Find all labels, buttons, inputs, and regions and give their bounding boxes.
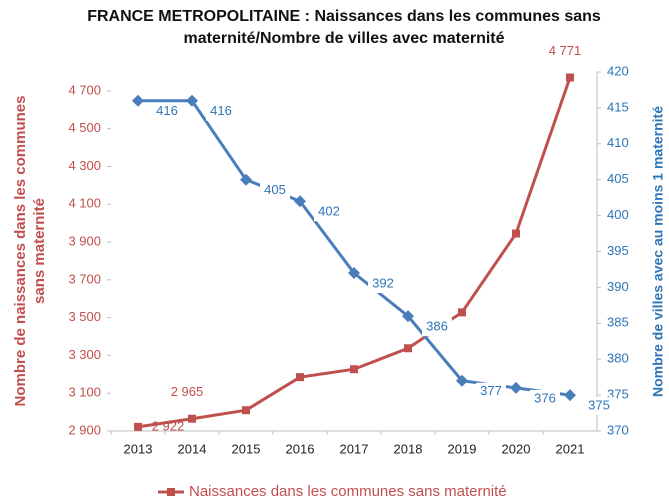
label-bg — [530, 389, 560, 408]
point — [350, 365, 358, 374]
y-tick-label: 4 500 — [68, 120, 101, 135]
point — [242, 406, 250, 415]
data-label: 377 — [480, 383, 502, 398]
point — [132, 94, 144, 107]
data-label: 375 — [588, 398, 610, 413]
point — [188, 414, 196, 423]
y2-tick-label: 380 — [607, 351, 629, 366]
point — [510, 381, 522, 394]
point — [566, 73, 574, 82]
point — [348, 267, 360, 280]
x-tick-label: 2017 — [340, 441, 369, 456]
label-bg — [152, 102, 182, 121]
label-bg — [206, 102, 236, 121]
y2-tick-label: 390 — [607, 279, 629, 294]
y2-tick-label: 370 — [607, 422, 629, 437]
point — [456, 374, 468, 387]
chart-title: FRANCE METROPOLITAINE : Naissances dans … — [87, 8, 601, 47]
y-tick-label: 3 300 — [68, 347, 101, 362]
x-tick-label: 2015 — [232, 441, 261, 456]
x-tick-label: 2021 — [556, 441, 585, 456]
y-tick-label: 3 100 — [68, 385, 101, 400]
y2-tick-label: 405 — [607, 171, 629, 186]
x-tick-label: 2019 — [448, 441, 477, 456]
label-bg — [422, 318, 452, 337]
data-label: 392 — [372, 275, 394, 290]
y-tick-label: 4 700 — [68, 82, 101, 97]
y2-tick-label: 400 — [607, 207, 629, 222]
x-tick-label: 2020 — [502, 441, 531, 456]
y2-tick-label: 395 — [607, 243, 629, 258]
data-label: 376 — [534, 390, 556, 405]
label-bg — [584, 397, 614, 416]
x-tick-label: 2014 — [178, 441, 207, 456]
label-bg — [368, 275, 398, 294]
data-label: 416 — [210, 103, 232, 118]
y-tick-label: 4 300 — [68, 158, 101, 173]
data-label: 405 — [264, 182, 286, 197]
data-label: 2 965 — [171, 384, 204, 399]
x-tick-label: 2018 — [394, 441, 423, 456]
label-bg — [260, 181, 290, 200]
point — [240, 173, 252, 186]
point — [402, 310, 414, 323]
point — [458, 308, 466, 317]
point — [564, 389, 576, 402]
point — [294, 195, 306, 208]
y2-tick-label: 385 — [607, 315, 629, 330]
point — [296, 373, 304, 382]
data-label: 386 — [426, 319, 448, 334]
data-label: 402 — [318, 204, 340, 219]
y2-tick-label: 420 — [607, 63, 629, 78]
legend-label: Naissances dans les communes sans matern… — [189, 483, 507, 500]
x-tick-label: 2013 — [124, 441, 153, 456]
data-label: 416 — [156, 103, 178, 118]
x-tick-label: 2016 — [286, 441, 315, 456]
label-bg — [476, 382, 506, 401]
point — [404, 344, 412, 353]
label-bg — [314, 203, 344, 222]
series-line — [137, 76, 572, 429]
data-label: 2 922 — [152, 418, 185, 433]
y2-tick-label: 415 — [607, 99, 629, 114]
point — [186, 94, 198, 107]
y-tick-label: 3 700 — [68, 271, 101, 286]
y-tick-label: 3 900 — [68, 233, 101, 248]
y2-tick-label: 410 — [607, 135, 629, 150]
y-tick-label: 2 900 — [68, 422, 101, 437]
point — [134, 422, 142, 431]
point — [512, 229, 520, 238]
y-tick-label: 4 100 — [68, 196, 101, 211]
data-label: 4 771 — [549, 43, 582, 58]
point — [167, 488, 175, 496]
y-tick-label: 3 500 — [68, 309, 101, 324]
